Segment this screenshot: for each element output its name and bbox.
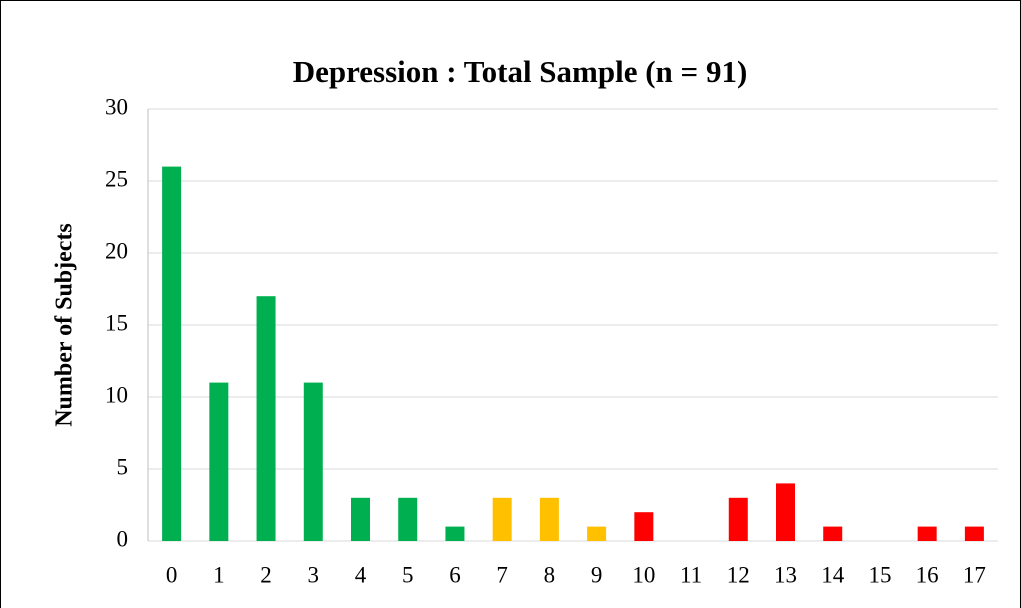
chart-title: Depression : Total Sample (n = 91): [293, 54, 748, 89]
x-tick-label: 9: [591, 562, 603, 587]
bar: [917, 526, 937, 541]
bar: [209, 382, 229, 541]
x-tick-label: 13: [774, 562, 797, 587]
bar: [162, 166, 182, 541]
y-tick-label: 30: [105, 94, 128, 119]
x-tick-label: 10: [632, 562, 655, 587]
x-tick-label: 4: [355, 562, 367, 587]
bar: [303, 382, 323, 541]
bar: [256, 296, 276, 541]
bar: [398, 497, 418, 541]
x-tick-label: 1: [213, 562, 225, 587]
x-tick-label: 14: [821, 562, 845, 587]
y-tick-label: 0: [117, 526, 129, 551]
x-tick-label: 15: [868, 562, 891, 587]
x-tick-label: 0: [166, 562, 178, 587]
y-axis-label: Number of Subjects: [52, 223, 78, 427]
bar: [445, 526, 465, 541]
bar: [728, 497, 748, 541]
x-tick-label: 8: [544, 562, 556, 587]
bar: [776, 483, 795, 541]
y-tick-label: 25: [105, 166, 128, 191]
bar: [634, 512, 654, 541]
y-tick-label: 5: [117, 454, 129, 479]
x-tick-label: 2: [260, 562, 272, 587]
x-tick-label: 17: [963, 562, 986, 587]
y-tick-label: 10: [105, 382, 128, 407]
y-tick-label: 15: [105, 310, 128, 335]
bar: [964, 526, 984, 541]
x-tick-label: 6: [449, 562, 461, 587]
bar: [351, 497, 370, 541]
bar: [587, 526, 607, 541]
bar: [539, 497, 559, 541]
x-tick-label: 12: [727, 562, 750, 587]
bar: [492, 497, 512, 541]
x-tick-label: 7: [496, 562, 508, 587]
x-tick-label: 3: [308, 562, 320, 587]
bar: [823, 526, 843, 541]
x-tick-label: 16: [916, 562, 939, 587]
x-tick-label: 5: [402, 562, 414, 587]
y-tick-label: 20: [105, 238, 128, 263]
x-tick-label: 11: [680, 562, 702, 587]
